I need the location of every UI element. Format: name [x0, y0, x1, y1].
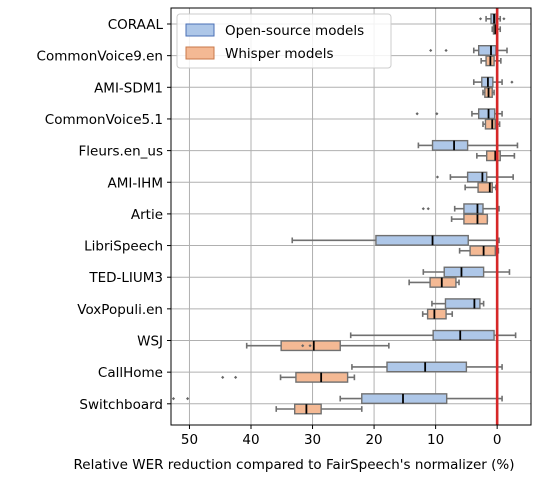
category-label-commonvoice9-en: CommonVoice9.en — [37, 49, 163, 65]
legend-label-open-source: Open-source models — [225, 23, 364, 39]
x-axis-title: Relative WER reduction compared to FairS… — [74, 457, 515, 473]
box-whisper-voxpopuli-en — [421, 308, 454, 320]
box-iqr — [443, 266, 485, 278]
outlier-point — [221, 375, 225, 379]
category-label-librispeech: LibriSpeech — [84, 239, 163, 255]
outlier-point — [429, 48, 433, 53]
plot-frame — [170, 7, 532, 426]
box-open-source-wsj — [349, 329, 517, 341]
box-iqr — [386, 361, 468, 373]
box-iqr — [426, 308, 447, 320]
x-tick-label: 10 — [427, 432, 444, 448]
x-tick-label: 40 — [242, 432, 259, 448]
box-iqr — [431, 139, 469, 151]
outlier-point — [234, 375, 238, 379]
outlier-point — [435, 112, 439, 116]
category-label-callhome: CallHome — [98, 365, 163, 381]
box-open-source-voxpopuli-en — [431, 298, 485, 310]
outlier-point — [444, 48, 448, 53]
legend-frame — [176, 13, 392, 69]
box-whisper-ted-lium3 — [408, 276, 460, 288]
box-open-source-fleurs-en-us — [417, 139, 519, 151]
box-iqr — [469, 245, 497, 257]
x-tick-label: 0 — [493, 432, 502, 448]
box-whisper-coraal — [491, 23, 502, 35]
legend-label-whisper: Whisper models — [225, 46, 333, 62]
box-iqr — [477, 181, 493, 193]
category-label-fleurs-en-us: Fleurs.en_us — [79, 144, 163, 160]
category-label-switchboard: Switchboard — [79, 397, 163, 413]
x-tick-label: 30 — [304, 432, 321, 448]
box-open-source-librispeech — [291, 234, 500, 246]
box-whisper-artie — [450, 213, 489, 225]
box-iqr — [293, 403, 322, 415]
legend-swatch-open-source — [185, 23, 215, 37]
category-label-voxpopuli-en: VoxPopuli.en — [77, 302, 163, 318]
outlier-point — [478, 17, 483, 21]
outlier-point — [502, 17, 506, 21]
outlier-point — [308, 344, 312, 348]
outlier-point — [435, 175, 440, 179]
box-iqr — [463, 203, 484, 215]
box-whisper-wsj — [245, 340, 390, 352]
box-iqr — [444, 298, 481, 310]
box-iqr — [361, 393, 448, 405]
outlier-point — [421, 207, 425, 211]
box-whisper-switchboard — [275, 403, 363, 415]
box-iqr — [429, 276, 457, 288]
category-label-artie: Artie — [131, 207, 163, 223]
outlier-point — [510, 80, 514, 84]
box-iqr — [375, 234, 469, 246]
box-iqr — [463, 213, 489, 225]
legend-swatch-whisper — [185, 46, 215, 60]
outlier-point — [171, 397, 176, 401]
box-iqr — [484, 118, 497, 130]
box-iqr — [466, 171, 488, 183]
box-iqr — [432, 329, 495, 341]
outlier-point — [186, 397, 190, 401]
legend: Open-source models Whisper models — [176, 13, 392, 69]
box-open-source-ami-sdm1 — [472, 76, 514, 88]
box-iqr — [477, 108, 496, 120]
outlier-point — [426, 207, 430, 211]
category-label-coraal: CORAAL — [108, 17, 164, 33]
category-label-ami-sdm1: AMI-SDM1 — [94, 80, 163, 96]
box-iqr — [485, 150, 501, 162]
box-whisper-ami-sdm1 — [482, 87, 495, 98]
category-label-ami-ihm: AMI-IHM — [107, 175, 163, 191]
x-tick-label: 50 — [181, 432, 198, 448]
box-iqr — [477, 45, 497, 56]
category-label-commonvoice5-1: CommonVoice5.1 — [45, 112, 163, 128]
category-label-wsj: WSJ — [137, 334, 163, 350]
category-label-ted-lium3: TED-LIUM3 — [88, 270, 163, 286]
box-whisper-callhome — [221, 371, 356, 383]
label-layer: 50 40 30 20 10 0 CORAAL CommonVoice9.en AMI-SDM1… — [37, 17, 502, 448]
box-open-source-ami-ihm — [435, 171, 514, 183]
box-open-source-switchboard — [171, 393, 503, 405]
outlier-point — [301, 344, 305, 348]
x-tick-label: 20 — [365, 432, 382, 448]
box-whisper-fleurs-en-us — [476, 150, 516, 162]
outlier-point — [415, 112, 419, 116]
box-whisper-commonvoice9-en — [480, 55, 502, 67]
